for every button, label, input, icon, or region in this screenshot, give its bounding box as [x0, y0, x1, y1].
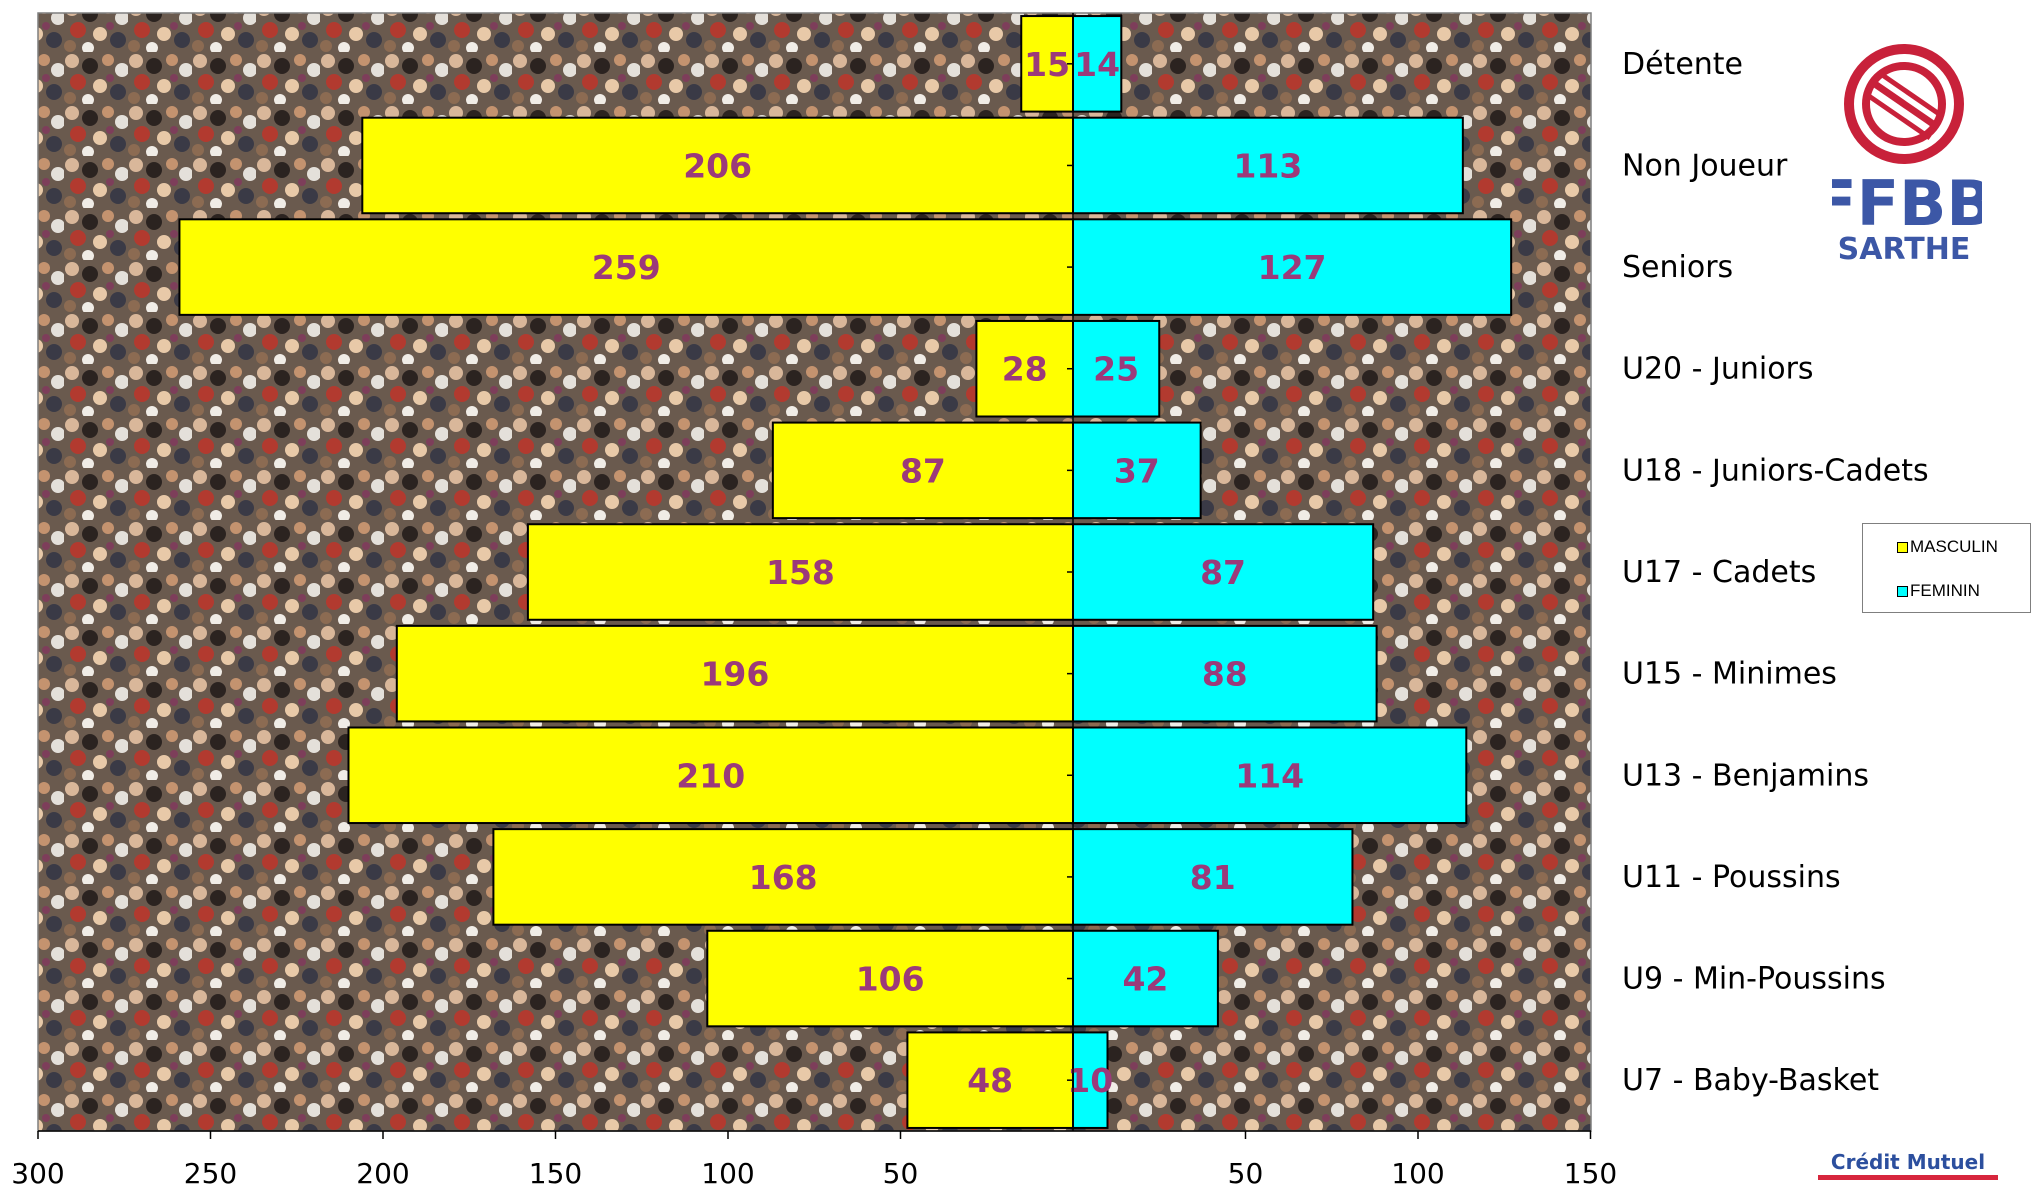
value-label-feminin: 25: [1093, 350, 1139, 389]
bar-masculin: [395, 624, 1074, 723]
bar-masculin: [178, 218, 1074, 316]
value-label-feminin: 42: [1122, 960, 1168, 999]
bar-feminin: [1072, 828, 1354, 926]
value-label-masculin: 196: [700, 655, 769, 694]
value-label-masculin: 206: [683, 146, 752, 185]
x-tick-label: 150: [1564, 1157, 1617, 1189]
category-label: U11 - Poussins: [1622, 860, 1841, 895]
bar-feminin: [1072, 421, 1202, 520]
value-label-masculin: 48: [967, 1061, 1013, 1100]
x-tick-label: 250: [184, 1157, 237, 1189]
bar-masculin: [906, 1031, 1075, 1129]
category-label: U17 - Cadets: [1622, 555, 1816, 590]
category-label: U7 - Baby-Basket: [1622, 1063, 1879, 1098]
logo-text-ffbb: FFBB: [1832, 167, 1982, 240]
category-label: U9 - Min-Poussins: [1622, 962, 1886, 997]
value-label-masculin: 28: [1002, 350, 1048, 389]
value-label-feminin: 81: [1190, 858, 1236, 897]
x-tick-label: 200: [356, 1157, 409, 1189]
legend-item-masculin: MASCULIN: [1897, 537, 1998, 557]
value-label-masculin: 106: [856, 960, 925, 999]
bar-feminin: [1072, 116, 1464, 215]
bar-feminin: [1072, 929, 1219, 1028]
category-label: U13 - Benjamins: [1622, 758, 1869, 793]
value-label-feminin: 113: [1233, 146, 1302, 185]
bar-masculin: [361, 116, 1074, 215]
x-tick-label: 100: [701, 1157, 754, 1189]
bar-masculin: [492, 828, 1074, 926]
bar-feminin: [1072, 624, 1378, 723]
bar-feminin: [1072, 218, 1513, 316]
x-tick-label: 50: [1228, 1157, 1264, 1189]
credit-mutuel-logo: Crédit Mutuel: [1818, 1150, 1998, 1184]
category-label: Détente: [1622, 47, 1743, 82]
category-label: U18 - Juniors-Cadets: [1622, 453, 1929, 488]
legend-swatch-feminin: [1897, 585, 1908, 597]
bar-masculin: [706, 929, 1074, 1028]
x-tick-label: 150: [529, 1157, 582, 1189]
value-label-masculin: 210: [676, 756, 745, 795]
bar-masculin: [1020, 15, 1074, 113]
ffbb-sarthe-logo: FFBB SARTHE: [1814, 42, 1994, 272]
logo-text-sarthe: SARTHE: [1838, 232, 1971, 267]
legend-swatch-masculin: [1897, 541, 1908, 553]
bar-feminin: [1072, 523, 1375, 621]
bar-feminin: [1072, 15, 1123, 113]
value-label-feminin: 10: [1067, 1061, 1113, 1100]
value-label-masculin: 259: [592, 248, 661, 287]
x-tick-label: 50: [883, 1157, 919, 1189]
value-label-feminin: 14: [1074, 45, 1120, 84]
bar-masculin: [526, 523, 1074, 621]
value-label-masculin: 15: [1024, 45, 1070, 84]
legend-label-masculin: MASCULIN: [1910, 537, 1998, 556]
value-label-feminin: 37: [1114, 451, 1160, 490]
footer-logo-text: Crédit Mutuel: [1831, 1150, 1985, 1174]
bar-masculin: [347, 726, 1074, 825]
value-label-feminin: 87: [1200, 553, 1246, 592]
legend: MASCULIN FEMININ: [1862, 523, 2031, 613]
bar-feminin: [1072, 1031, 1109, 1129]
value-label-feminin: 114: [1235, 756, 1304, 795]
legend-label-feminin: FEMININ: [1910, 581, 1980, 600]
x-tick-label: 300: [11, 1157, 64, 1189]
value-label-masculin: 87: [900, 451, 946, 490]
category-label: U20 - Juniors: [1622, 352, 1814, 387]
x-tick-label: 100: [1391, 1157, 1444, 1189]
legend-item-feminin: FEMININ: [1897, 581, 1980, 601]
value-label-feminin: 127: [1258, 248, 1327, 287]
value-label-feminin: 88: [1202, 655, 1248, 694]
value-label-masculin: 168: [749, 858, 818, 897]
value-label-masculin: 158: [766, 553, 835, 592]
category-label: Seniors: [1622, 250, 1733, 285]
bar-masculin: [975, 319, 1075, 418]
category-label: Non Joueur: [1622, 148, 1788, 183]
category-label: U15 - Minimes: [1622, 657, 1837, 692]
bar-masculin: [771, 421, 1074, 520]
